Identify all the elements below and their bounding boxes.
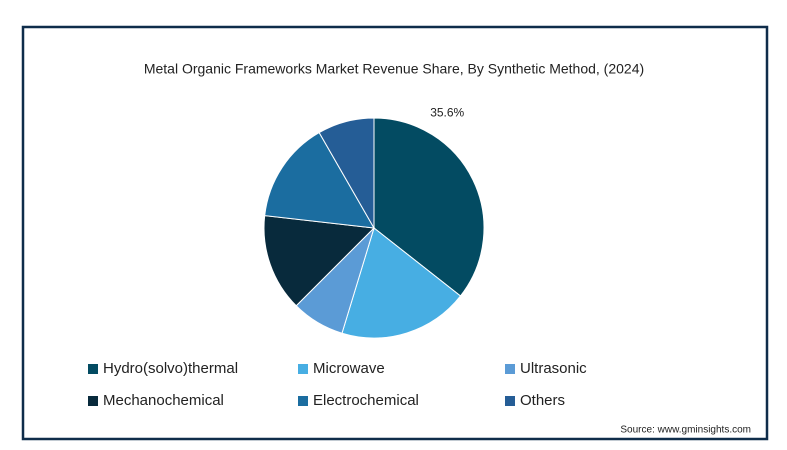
pie-slice: [341, 227, 462, 339]
legend-label: Ultrasonic: [520, 360, 587, 377]
legend-swatch: [298, 364, 308, 374]
pie-slice: [263, 215, 376, 307]
legend-label: Microwave: [313, 360, 385, 377]
pie-slice: [264, 131, 375, 229]
legend-swatch: [88, 396, 98, 406]
value-label: 35.6%: [430, 106, 464, 120]
source: Source: www.gminsights.com: [620, 425, 751, 436]
pie-slice: [318, 117, 375, 230]
legend-swatch: [505, 364, 515, 374]
legend-label: Others: [520, 392, 565, 409]
legend-label: Hydro(solvo)thermal: [103, 360, 238, 377]
legend-swatch: [505, 396, 515, 406]
legend-label: Mechanochemical: [103, 392, 224, 409]
pie-slice: [373, 117, 485, 297]
legend-swatch: [298, 396, 308, 406]
chart-title: Metal Organic Frameworks Market Revenue …: [144, 61, 644, 77]
legend-swatch: [88, 364, 98, 374]
legend-label: Electrochemical: [313, 392, 419, 409]
